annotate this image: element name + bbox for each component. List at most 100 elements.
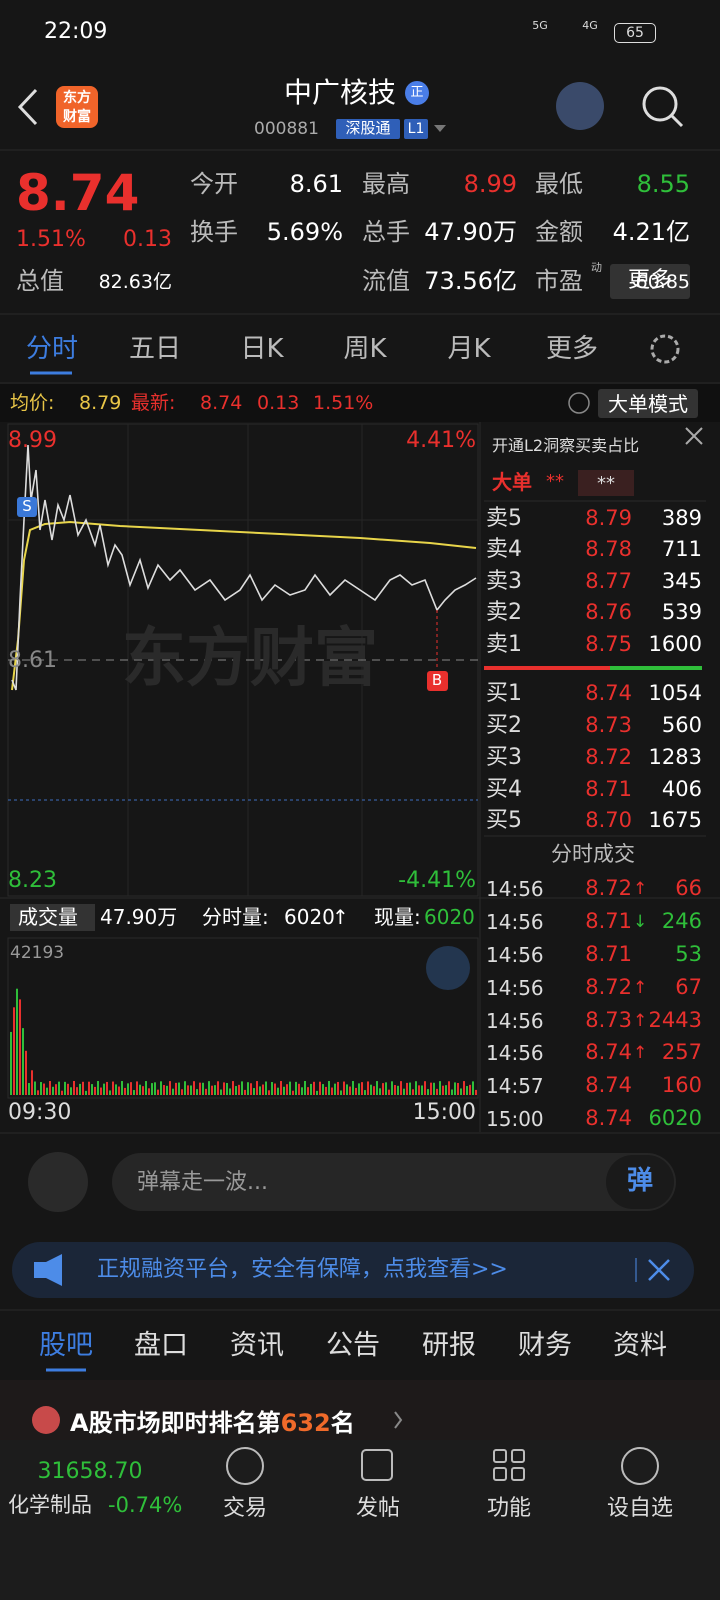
volume-bar xyxy=(367,1081,369,1095)
volume-bar xyxy=(337,1081,339,1095)
comment-button[interactable]: 弹 xyxy=(626,1166,653,1197)
volume-bar xyxy=(178,1082,180,1095)
volume-bar xyxy=(142,1086,144,1095)
book-price: 8.72 xyxy=(585,745,632,770)
volume-bar xyxy=(133,1090,135,1095)
volume-selector[interactable] xyxy=(10,904,95,931)
volume-bar xyxy=(67,1083,69,1095)
info-change-pct: 1.51% xyxy=(313,391,374,414)
volume-bar xyxy=(136,1081,138,1095)
bottom-tab[interactable]: 研报 xyxy=(422,1330,476,1362)
ranking-rank: 632 xyxy=(280,1409,331,1437)
network: 4G xyxy=(582,18,598,32)
volume-bar xyxy=(301,1087,303,1095)
tick-volume: 6020 xyxy=(648,1106,702,1131)
book-label: 买5 xyxy=(486,807,522,833)
comment-icon[interactable] xyxy=(28,1152,88,1212)
volume-bar xyxy=(361,1082,363,1095)
info-avg-label: 均价: xyxy=(10,391,55,414)
volume-bar xyxy=(307,1087,309,1095)
volume-bar xyxy=(193,1081,195,1095)
volume-bar xyxy=(82,1081,84,1095)
tab[interactable]: 月K xyxy=(447,334,491,365)
comment-input[interactable] xyxy=(112,1153,676,1211)
volume-bar xyxy=(175,1082,177,1095)
bottom-tab[interactable]: 公告 xyxy=(326,1330,380,1362)
tab[interactable]: 分时 xyxy=(25,334,78,365)
tick-time: 14:56 xyxy=(486,976,544,1000)
tick-price: 8.73 xyxy=(585,1008,632,1033)
book-label: 卖5 xyxy=(486,505,522,531)
tab[interactable]: 更多 xyxy=(545,334,598,365)
bottom-tab[interactable]: 股吧 xyxy=(39,1330,93,1362)
book-volume: 389 xyxy=(661,506,702,531)
expand-button[interactable] xyxy=(426,946,470,990)
nav-item[interactable]: 交易 xyxy=(222,1495,267,1521)
comment-placeholder: 弹幕走一波... xyxy=(137,1169,268,1195)
volume-bar xyxy=(316,1090,318,1095)
volume-bar xyxy=(184,1081,186,1095)
field-value: 5.69% xyxy=(266,218,343,247)
volume-bar xyxy=(241,1081,243,1095)
volume-bar xyxy=(436,1088,438,1095)
current-volume: 6020 xyxy=(424,905,475,929)
nav-item[interactable]: 发帖 xyxy=(355,1495,400,1521)
field-label: 总值 xyxy=(16,267,64,296)
book-label: 卖1 xyxy=(486,631,522,657)
volume-bar xyxy=(340,1090,342,1095)
volume-bar xyxy=(100,1087,102,1095)
search-button[interactable] xyxy=(642,86,678,122)
book-label: 卖2 xyxy=(486,599,522,625)
volume-bar xyxy=(34,1081,36,1095)
tick-time: 14:56 xyxy=(486,1041,544,1065)
mode-button[interactable] xyxy=(598,389,698,418)
tick-price: 8.71 xyxy=(585,909,632,934)
volume-bar xyxy=(394,1085,396,1095)
volume-bar xyxy=(460,1088,462,1095)
volume-bar xyxy=(343,1081,345,1095)
l2-promo: 开通L2洞察买卖占比 xyxy=(492,435,640,455)
volume-bar xyxy=(466,1086,468,1095)
ad-banner[interactable] xyxy=(12,1242,694,1298)
tick-price: 8.74 xyxy=(585,1073,632,1098)
volume-bar xyxy=(181,1089,183,1095)
more-button[interactable] xyxy=(610,264,690,299)
volume-bar xyxy=(391,1081,393,1095)
volume-bar xyxy=(442,1085,444,1095)
volume-bar xyxy=(346,1084,348,1095)
tick-volume: 246 xyxy=(661,909,702,934)
stock-name: 中广核技 xyxy=(283,75,396,109)
volume-bar xyxy=(451,1089,453,1095)
volume-bar xyxy=(358,1083,360,1095)
volume-bar xyxy=(295,1081,297,1095)
volume-bar xyxy=(166,1085,168,1095)
assistant-icon[interactable] xyxy=(556,82,604,130)
volume-bar xyxy=(76,1087,78,1095)
volume-bar xyxy=(127,1083,129,1095)
bottom-tab[interactable]: 资讯 xyxy=(230,1330,284,1362)
info-latest: 8.74 xyxy=(200,391,243,414)
back-button[interactable] xyxy=(17,88,38,126)
volume-bar xyxy=(106,1081,108,1095)
tab[interactable]: 周K xyxy=(343,334,387,365)
bottom-tab[interactable]: 资料 xyxy=(613,1330,667,1362)
watermark: 东方财富 xyxy=(122,622,378,697)
volume-bar xyxy=(286,1084,288,1095)
volume-bar xyxy=(49,1081,51,1095)
tab[interactable]: 五日 xyxy=(128,334,181,365)
volume-bar xyxy=(13,1007,15,1095)
volume-bar xyxy=(88,1081,90,1095)
bottom-tab[interactable]: 财务 xyxy=(518,1330,572,1362)
mode-button-label: 大单模式 xyxy=(608,392,688,416)
volume-bar xyxy=(163,1085,165,1095)
nav-item[interactable]: 功能 xyxy=(486,1495,531,1521)
logo-text: 东方 xyxy=(63,89,91,106)
nav-item[interactable]: 设自选 xyxy=(606,1495,673,1521)
volume-max: 42193 xyxy=(10,942,65,963)
ad-text: 正规融资平台，安全有保障，点我查看>> xyxy=(97,1256,508,1282)
volume-bar xyxy=(55,1084,57,1095)
bottom-tab[interactable]: 盘口 xyxy=(134,1330,188,1362)
settings-button[interactable] xyxy=(650,334,680,364)
ranking[interactable]: A股市场即时排名第632名 xyxy=(70,1403,355,1438)
tab[interactable]: 日K xyxy=(240,334,284,365)
